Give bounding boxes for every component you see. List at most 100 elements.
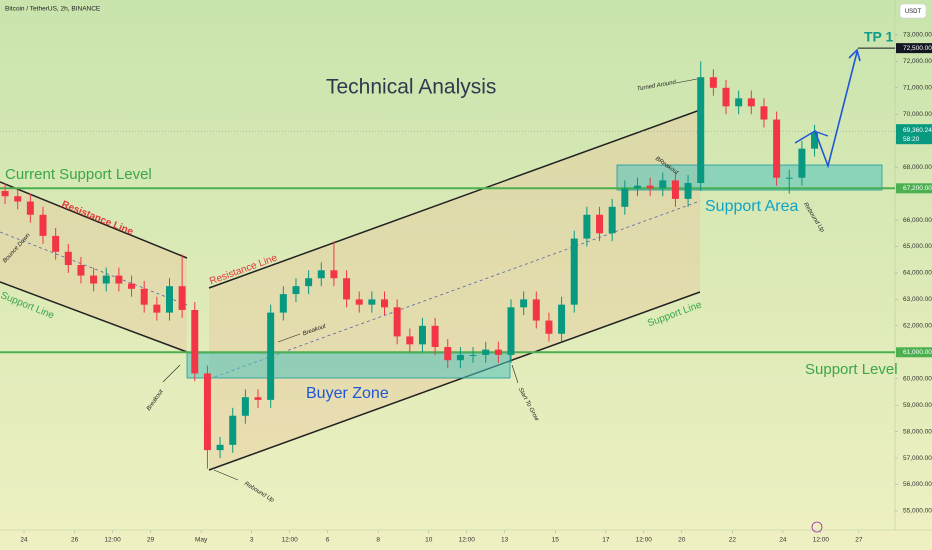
y-tick-label: 64,000.00 [903,270,932,277]
projection-arrow [848,48,861,62]
currency-button[interactable] [899,3,927,19]
candle-body [267,312,275,400]
candle-body [64,251,72,265]
y-tick-label: 57,000.00 [903,455,932,462]
y-tick-label: 58,000.00 [903,428,932,435]
x-tick-label: 8 [376,537,380,544]
candle-body [798,148,806,178]
x-tick-label: 13 [501,537,509,544]
last-price-badge [896,124,932,145]
countdown: 58:20 [903,136,920,143]
candle-body [558,304,566,334]
candle-body [596,214,604,234]
candle-body [785,177,793,179]
candle-body [621,188,629,207]
level-name: Current Support Level [5,166,152,183]
candle-body [583,214,591,239]
x-tick-label: 12:00 [104,537,121,544]
candle-body [482,349,490,355]
currency-label[interactable]: USDT [905,9,922,15]
candle-body [292,286,300,295]
candle-body [26,201,34,215]
candle-body [381,299,389,308]
annotation-arrow [511,364,519,384]
x-tick-label: May [195,537,208,544]
x-tick-label: 22 [729,537,737,544]
candle-body [684,183,692,199]
candle-body [355,299,363,305]
candle-body [393,307,401,337]
annotation-arrow [162,364,181,383]
x-tick-label: 10 [425,537,433,544]
x-tick-label: 20 [678,537,686,544]
y-tick-label: 62,000.00 [903,323,932,330]
candle-body [165,286,173,313]
x-tick-label: 6 [326,537,330,544]
projection [794,48,861,169]
y-tick-label: 72,000.00 [903,58,932,65]
candle-body [305,278,313,287]
y-tick-label: 66,000.00 [903,217,932,224]
candle-body [241,397,249,416]
candle-body [444,346,452,361]
candle-body [709,77,717,88]
y-tick-label: 59,000.00 [903,402,932,409]
y-tick-label: 71,000.00 [903,85,932,92]
level-name: Support Level [805,361,898,378]
candle-body [418,325,426,345]
annotation-arrow [675,78,698,84]
y-tick-label: 68,000.00 [903,164,932,171]
annotation: Support Area [705,198,799,215]
axes: 55,000.00 56,000.00 57,000.00 58,000.00 59,0… [20,32,932,544]
channel-fill [209,110,700,470]
buyer-zone [186,352,511,379]
candle-body [570,238,578,305]
candle-body [115,275,123,284]
candle-body [747,98,755,107]
symbol-header: Bitcoin / TetherUS, 2h, BINANCE [5,6,101,13]
level-label: 67,200.00 [903,185,932,192]
candle-body [760,106,768,120]
y-tick-label: 56,000.00 [903,481,932,488]
x-tick-label: 27 [855,537,863,544]
candle-body [14,196,22,202]
candle-body [343,278,351,300]
x-tick-label: 12:00 [813,537,830,544]
candle-body [545,320,553,334]
event-icon[interactable] [811,521,823,533]
y-tick-label: 73,000.00 [903,32,932,39]
resistance-line [208,109,701,289]
candle-body [153,304,161,313]
projection-tick [813,130,829,137]
candle-body [773,119,781,178]
level-name: TP 1 [864,29,894,45]
y-tick-label: 70,000.00 [903,111,932,118]
candle-body [608,206,616,234]
candle-body [456,354,464,361]
candle-body [811,132,819,149]
candle-body [520,299,528,308]
candle-body [659,180,667,189]
support-line [208,291,701,471]
projection-path [794,51,858,169]
y-tick-label: 55,000.00 [903,508,932,515]
level-label: 72,500.00 [903,45,932,52]
candle-body [178,286,186,310]
candle-body [229,415,237,445]
candle-body [507,307,515,355]
support-area [616,164,883,191]
candle-body [431,325,439,347]
last-price-label: 69,360.24 [903,127,932,134]
y-tick-label: 60,000.00 [903,375,932,382]
x-tick-label: 12:00 [282,537,299,544]
candle-body [532,299,540,321]
candle-body [39,214,47,236]
candle-body [140,288,148,305]
x-tick-label: 29 [147,537,155,544]
resistance-line [0,181,188,259]
candle-body [191,309,199,374]
candle-body [52,235,60,252]
candle-body [697,77,705,184]
